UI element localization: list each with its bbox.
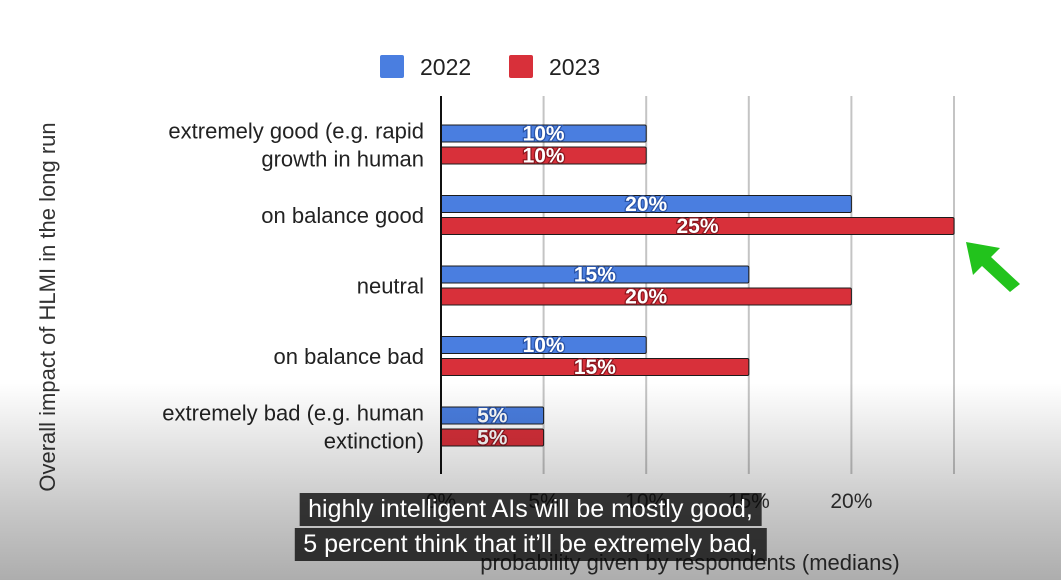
- subtitle-line-1: highly intelligent AIs will be mostly go…: [299, 493, 762, 526]
- x-tick-label-20: 20%: [830, 490, 872, 513]
- category-label-1-0: on balance good: [261, 203, 424, 228]
- legend-label-2022: 2022: [420, 54, 471, 80]
- category-label-4-0: extremely bad (e.g. human: [162, 401, 424, 426]
- bar-label-2023-2: 20%: [625, 286, 667, 309]
- subtitle-line-2: 5 percent think that it’ll be extremely …: [294, 528, 767, 561]
- bar-label-2022-2: 15%: [574, 264, 616, 287]
- bar-label-2022-0: 10%: [523, 123, 565, 146]
- category-label-2-0: neutral: [357, 274, 424, 299]
- legend-label-2023: 2023: [549, 54, 600, 80]
- bar-label-2023-1: 25%: [676, 215, 718, 238]
- green-arrow-icon: [966, 242, 1020, 292]
- category-label-0-0: extremely good (e.g. rapid: [168, 119, 424, 144]
- legend-swatch-2022: [380, 55, 404, 78]
- bar-label-2022-1: 20%: [625, 193, 667, 216]
- bar-label-2023-3: 15%: [574, 356, 616, 379]
- bar-label-2022-4: 5%: [477, 405, 508, 428]
- legend-swatch-2023: [509, 55, 533, 78]
- category-label-0-1: growth in human: [261, 147, 424, 172]
- bar-label-2022-3: 10%: [523, 334, 565, 357]
- bar-label-2023-0: 10%: [523, 145, 565, 168]
- bar-label-2023-4: 5%: [477, 427, 508, 450]
- category-label-4-1: extinction): [324, 429, 424, 454]
- y-axis-title: Overall impact of HLMI in the long run: [35, 122, 60, 491]
- category-label-3-0: on balance bad: [274, 344, 424, 369]
